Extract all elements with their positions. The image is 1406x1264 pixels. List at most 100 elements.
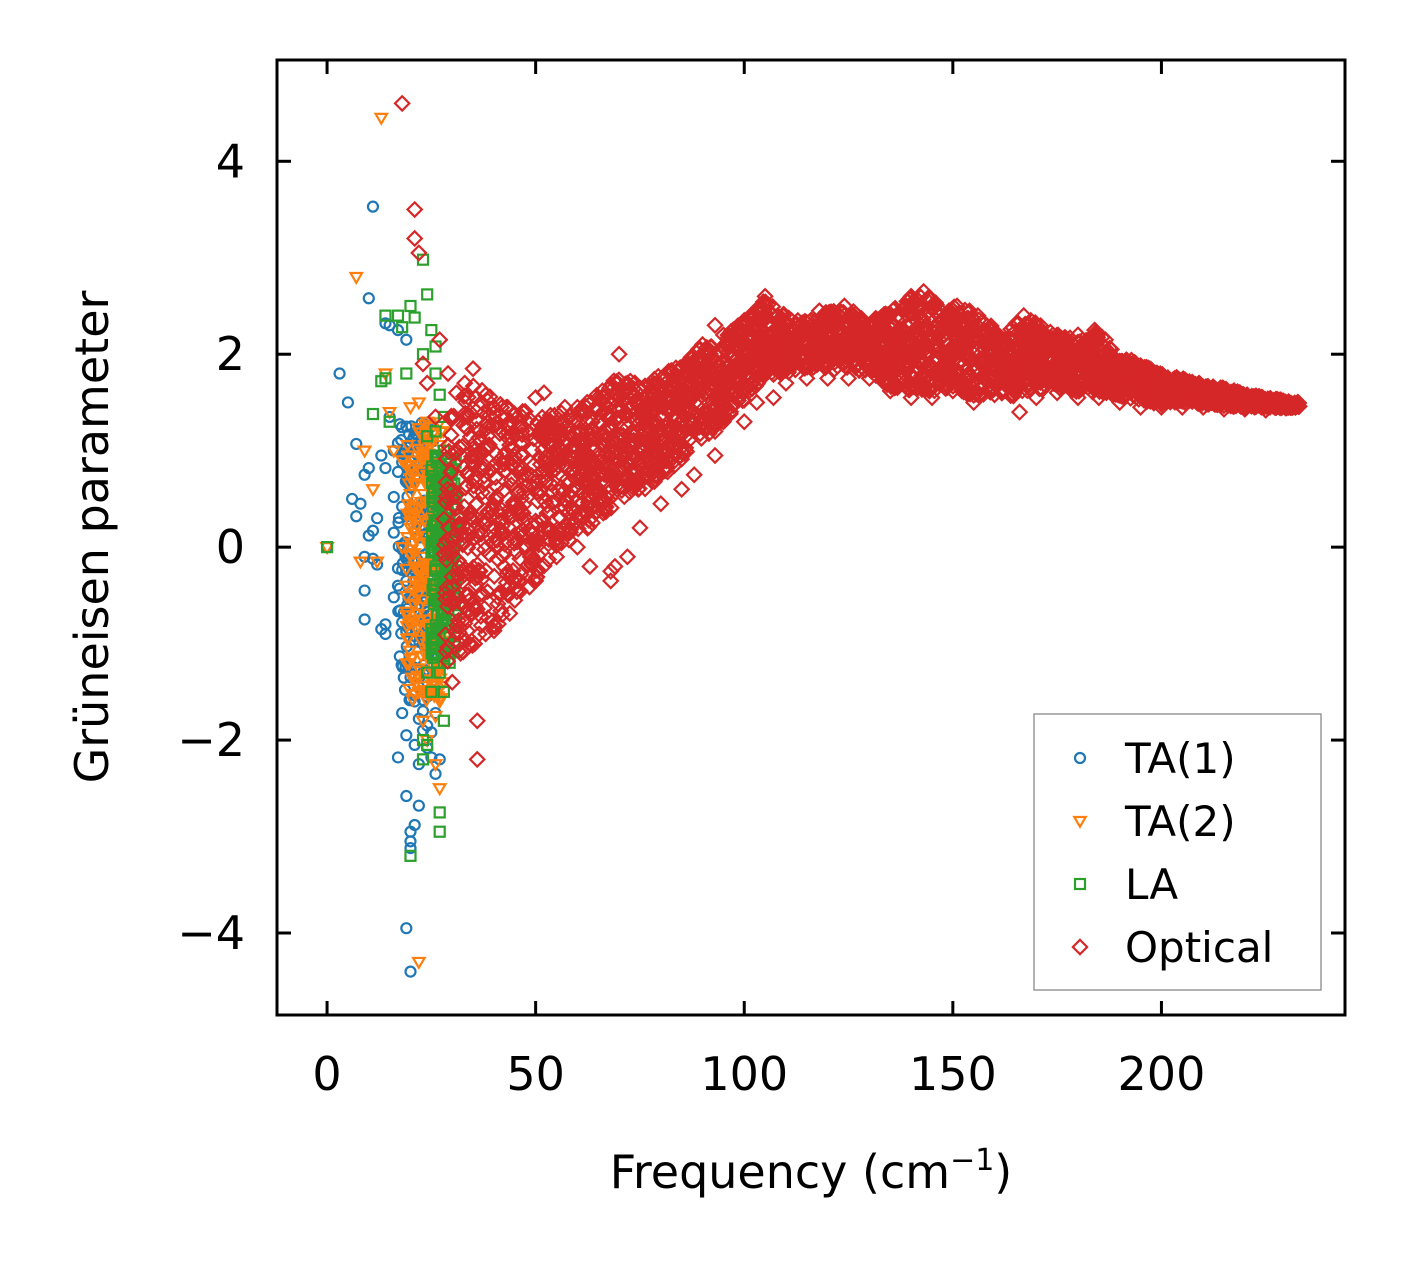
data-point-optical <box>493 423 511 441</box>
data-point-optical <box>693 335 712 354</box>
data-point-optical <box>652 495 670 513</box>
data-point-optical <box>449 611 468 630</box>
data-point-optical <box>648 468 667 486</box>
data-point-la <box>433 666 446 679</box>
data-point-optical <box>1119 355 1137 373</box>
data-point-optical <box>452 595 471 613</box>
data-point-optical <box>522 551 541 569</box>
x-axis-label: Frequency (cm−1) <box>610 1143 1013 1199</box>
data-point-optical <box>938 336 957 354</box>
data-point-optical <box>1069 378 1087 396</box>
data-point-optical <box>1086 353 1105 372</box>
data-point-optical <box>468 600 486 618</box>
data-point-ta-2- <box>394 542 410 556</box>
data-point-optical <box>445 407 463 425</box>
data-point-optical <box>485 567 503 586</box>
data-point-optical <box>773 352 792 370</box>
data-point-optical <box>991 364 1010 382</box>
data-point-optical <box>447 384 466 402</box>
data-point-optical <box>1007 377 1025 395</box>
data-point-la <box>425 463 438 477</box>
data-point-optical <box>897 334 916 353</box>
x-tick-label: 50 <box>506 1047 565 1101</box>
data-point-optical <box>934 355 952 373</box>
data-point-optical <box>920 381 938 400</box>
data-point-optical <box>1039 337 1058 356</box>
data-point-la <box>425 685 438 698</box>
data-point-optical <box>1017 358 1035 377</box>
data-point-optical <box>948 297 966 315</box>
data-point-optical <box>868 319 887 337</box>
legend-label-ta-2-: TA(2) <box>1124 797 1236 846</box>
data-point-optical <box>708 345 726 364</box>
data-point-ta-2- <box>402 522 419 536</box>
legend-label-optical: Optical <box>1125 923 1273 972</box>
data-point-optical <box>550 438 569 456</box>
data-point-optical <box>523 441 542 459</box>
data-point-optical <box>948 364 967 382</box>
plot-area <box>319 94 1308 978</box>
data-point-optical <box>706 446 724 465</box>
data-point-ta-2- <box>424 679 440 693</box>
data-point-optical <box>536 493 555 511</box>
data-point-optical <box>1069 388 1087 407</box>
data-point-optical <box>1121 377 1140 396</box>
data-point-optical <box>672 374 691 392</box>
y-tick-label: −4 <box>177 906 245 960</box>
data-point-optical <box>470 625 488 643</box>
data-point-optical <box>871 325 889 343</box>
data-point-optical <box>908 345 926 363</box>
data-point-optical <box>947 344 965 363</box>
data-point-optical <box>801 340 819 359</box>
data-point-optical <box>506 591 524 609</box>
data-point-optical <box>845 324 863 342</box>
data-point-optical <box>707 416 725 435</box>
data-point-optical <box>536 520 555 538</box>
data-point-optical <box>488 415 506 433</box>
data-point-optical <box>927 302 945 320</box>
data-point-optical <box>1048 384 1066 402</box>
data-point-optical <box>692 352 711 371</box>
y-tick-label: 4 <box>216 134 245 188</box>
data-point-optical <box>466 468 485 486</box>
data-point-optical <box>985 386 1004 404</box>
data-point-optical <box>437 473 455 491</box>
data-point-ta-1- <box>341 396 355 409</box>
data-point-optical <box>1085 321 1104 339</box>
data-point-ta-2- <box>398 460 415 474</box>
data-point-optical <box>599 463 617 481</box>
data-point-optical <box>507 543 526 561</box>
data-point-optical <box>1010 403 1029 421</box>
data-point-ta-2- <box>401 618 417 632</box>
data-point-optical <box>1215 400 1233 418</box>
data-point-optical <box>728 367 747 386</box>
data-point-la <box>421 288 434 301</box>
data-point-optical <box>770 322 789 340</box>
data-point-optical <box>468 541 486 559</box>
data-point-optical <box>587 502 606 520</box>
data-point-ta-2- <box>369 556 385 570</box>
data-point-optical <box>438 597 457 616</box>
data-point-la <box>428 649 441 662</box>
data-point-optical <box>894 329 913 347</box>
data-point-optical <box>1087 334 1105 353</box>
data-point-la <box>421 738 434 751</box>
data-point-optical <box>1258 391 1277 410</box>
data-point-optical <box>693 360 711 378</box>
data-point-optical <box>612 439 630 457</box>
data-point-optical <box>1236 398 1254 416</box>
data-point-optical <box>1131 398 1150 416</box>
data-point-optical <box>734 354 753 372</box>
data-point-optical <box>476 441 495 459</box>
data-point-optical <box>981 321 1000 339</box>
data-point-optical <box>555 456 573 475</box>
data-point-optical <box>514 504 532 522</box>
data-point-ta-1- <box>362 292 375 305</box>
data-point-optical <box>541 474 559 492</box>
data-point-optical <box>887 353 906 371</box>
data-point-optical <box>735 391 753 410</box>
data-point-la <box>320 541 334 554</box>
x-tick-label: 0 <box>312 1047 341 1101</box>
data-point-optical <box>983 321 1002 340</box>
data-point-optical <box>405 229 424 248</box>
